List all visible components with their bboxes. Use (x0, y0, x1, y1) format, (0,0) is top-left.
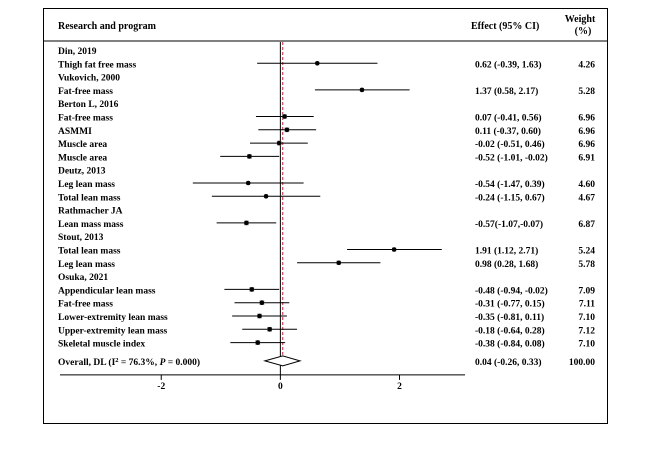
effect-ci-text: -0.57(-1.07,-0.07) (475, 219, 543, 230)
weight-value: 7.10 (578, 340, 595, 350)
study-label: Leg lean mass (58, 260, 115, 270)
weight-value: 6.96 (578, 140, 595, 150)
group-label: Vukovich, 2000 (58, 74, 120, 84)
header-weight-line1: Weight (565, 14, 596, 25)
point-estimate (264, 194, 269, 199)
point-estimate (267, 327, 272, 332)
header-study: Research and program (58, 21, 157, 32)
x-tick-label: -2 (157, 382, 165, 392)
weight-value: 7.12 (578, 326, 595, 336)
study-label: Skeletal muscle index (58, 340, 145, 350)
point-estimate (336, 261, 341, 266)
effect-ci-text: -0.35 (-0.81, 0.11) (475, 312, 544, 323)
effect-ci-text: -0.02 (-0.51, 0.46) (475, 139, 545, 150)
effect-ci-text: 1.37 (0.58, 2.17) (475, 86, 538, 97)
weight-value: 4.26 (578, 60, 595, 70)
point-estimate (315, 61, 320, 66)
study-label: Total lean mass (58, 193, 121, 203)
effect-ci-text: 0.11 (-0.37, 0.60) (475, 126, 541, 137)
point-estimate (246, 181, 251, 186)
overall-diamond (265, 356, 300, 366)
weight-value: 5.24 (578, 247, 595, 257)
point-estimate (360, 88, 365, 93)
effect-ci-text: 1.91 (1.12, 2.71) (475, 246, 538, 257)
header-weight-line2: (%) (575, 26, 592, 37)
study-label: Lower-extremity lean mass (58, 313, 168, 323)
point-estimate (255, 340, 260, 345)
study-label: Thigh fat free mass (58, 60, 136, 70)
weight-value: 7.11 (579, 300, 595, 310)
study-label: Muscle area (58, 153, 107, 163)
group-label: Berton L, 2016 (58, 100, 119, 110)
point-estimate (277, 141, 282, 146)
study-label: Fat-free mass (58, 300, 113, 310)
point-estimate (249, 287, 254, 292)
weight-value: 5.28 (578, 87, 595, 97)
point-estimate (244, 221, 249, 226)
point-estimate (392, 247, 397, 252)
point-estimate (285, 128, 290, 133)
plot-layer: Din, 2019 Thigh fat free mass 0.62 (-0.39,… (58, 42, 595, 392)
x-tick-label: 0 (278, 382, 283, 392)
weight-value: 6.96 (578, 114, 595, 124)
overall-ci-text: 0.04 (-0.26, 0.33) (475, 357, 542, 368)
effect-ci-text: -0.31 (-0.77, 0.15) (475, 299, 545, 310)
overall-weight: 100.00 (569, 358, 595, 368)
weight-value: 6.87 (578, 220, 595, 230)
study-label: Upper-extremity lean mass (58, 326, 168, 336)
group-label: Stout, 2013 (58, 233, 104, 243)
group-label: Din, 2019 (58, 47, 97, 57)
effect-ci-text: -0.18 (-0.64, 0.28) (475, 325, 545, 336)
point-estimate (247, 154, 252, 159)
effect-ci-text: 0.98 (0.28, 1.68) (475, 259, 538, 270)
study-label: ASMMI (58, 127, 92, 137)
header-effect: Effect (95% CI) (471, 21, 539, 32)
study-label: Total lean mass (58, 247, 121, 257)
group-label: Deutz, 2013 (58, 167, 106, 177)
group-label: Rathmacher JA (58, 207, 123, 217)
effect-ci-text: -0.52 (-1.01, -0.02) (475, 152, 548, 163)
effect-ci-text: 0.07 (-0.41, 0.56) (475, 113, 542, 124)
study-label: Muscle area (58, 140, 107, 150)
weight-value: 7.09 (578, 286, 595, 296)
effect-ci-text: -0.38 (-0.84, 0.08) (475, 339, 545, 350)
weight-value: 7.10 (578, 313, 595, 323)
effect-ci-text: -0.24 (-1.15, 0.67) (475, 192, 545, 203)
forest-plot: Research and program Effect (95% CI) Wei… (0, 0, 651, 453)
weight-value: 5.78 (578, 260, 595, 270)
point-estimate (260, 300, 265, 305)
study-label: Lean mass mass (58, 220, 124, 230)
weight-value: 4.67 (578, 193, 595, 203)
study-label: Fat-free mass (58, 114, 113, 124)
weight-value: 6.91 (578, 153, 595, 163)
study-label: Appendicular lean mass (58, 286, 156, 296)
point-estimate (257, 314, 262, 319)
x-tick-label: 2 (397, 382, 402, 392)
point-estimate (282, 114, 287, 119)
weight-value: 6.96 (578, 127, 595, 137)
study-label: Leg lean mass (58, 180, 115, 190)
effect-ci-text: -0.54 (-1.47, 0.39) (475, 179, 545, 190)
study-label: Fat-free mass (58, 87, 113, 97)
effect-ci-text: 0.62 (-0.39, 1.63) (475, 59, 542, 70)
effect-ci-text: -0.48 (-0.94, -0.02) (475, 285, 548, 296)
weight-value: 4.60 (578, 180, 595, 190)
overall-label: Overall, DL (I2 = 76.3%, P = 0.000) (58, 356, 200, 368)
group-label: Osuka, 2021 (58, 273, 108, 283)
